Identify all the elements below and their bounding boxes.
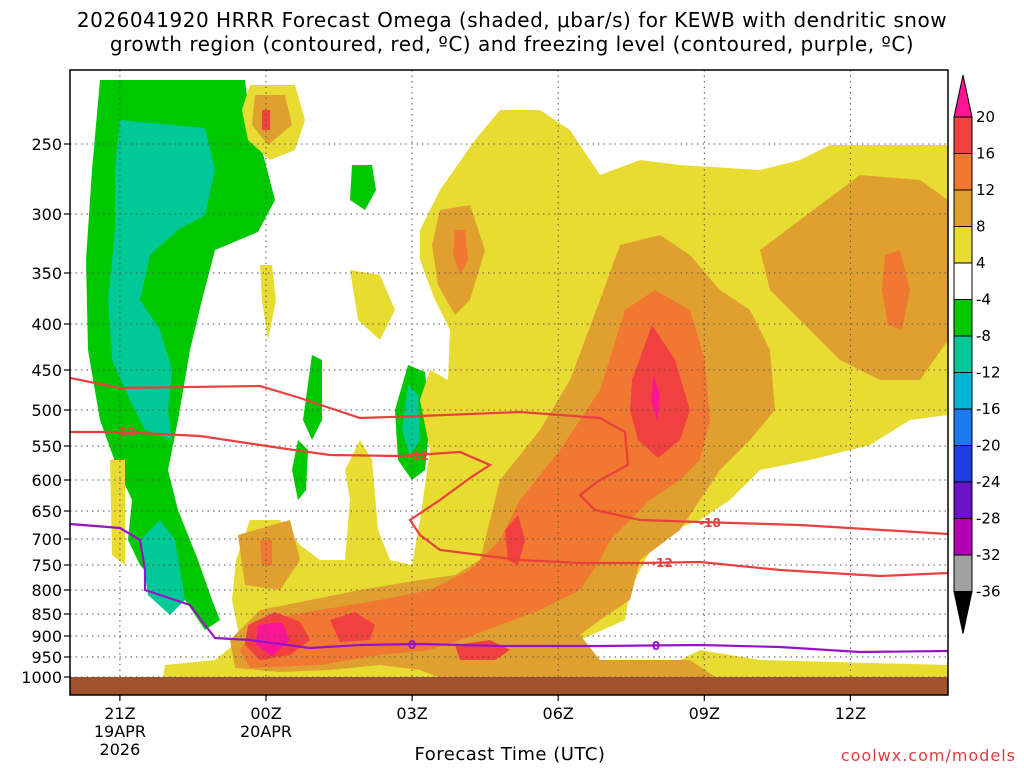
omega-lorange-top xyxy=(252,95,292,145)
colorbar-swatch xyxy=(953,554,973,592)
freezing-contour-label: 0 xyxy=(408,638,416,652)
omega-pink-main xyxy=(651,375,660,420)
y-tick-label: 550 xyxy=(31,437,62,456)
colorbar-label: 8 xyxy=(976,218,986,236)
omega-red-d xyxy=(330,612,375,642)
colorbar-label: 16 xyxy=(976,145,995,163)
colorbar-label: -28 xyxy=(976,510,1001,528)
x-tick-label: 03Z xyxy=(396,704,427,723)
y-tick-label: 1000 xyxy=(21,668,62,687)
dgz-contour-label: -18 xyxy=(699,516,721,530)
omega-shading xyxy=(70,80,948,695)
colorbar-swatch xyxy=(953,408,973,446)
colorbar-swatch xyxy=(953,116,973,154)
y-tick-label: 950 xyxy=(31,648,62,667)
colorbar-label: 20 xyxy=(976,108,995,126)
omega-teal-mid-d xyxy=(402,385,420,455)
y-tick-label: 900 xyxy=(31,627,62,646)
x-tick-date: 20APR xyxy=(240,722,292,741)
grid-lines xyxy=(70,70,948,678)
colorbar-swatch xyxy=(953,299,973,337)
y-tick-label: 850 xyxy=(31,605,62,624)
omega-green-mid-a xyxy=(350,165,376,210)
colorbar-swatch xyxy=(953,153,973,191)
x-tick-label: 09Z xyxy=(689,704,720,723)
colorbar-label: -20 xyxy=(976,437,1001,455)
colorbar-label: 12 xyxy=(976,181,995,199)
x-tick-date: 19APR xyxy=(94,722,146,741)
colorbar-swatch xyxy=(953,518,973,556)
contour-lines: -12 -12 -18 -12 0 0 xyxy=(70,376,948,654)
colorbar-legend: 20 16 12 8 4 -4 -8 -12 -16 -20 -24 -28 -32 -36 xyxy=(953,74,1001,634)
omega-yellow-small-c xyxy=(110,460,125,565)
y-tick-label: 700 xyxy=(31,530,62,549)
dgz-contour-label: -12 xyxy=(651,556,673,570)
y-tick-label: 450 xyxy=(31,361,62,380)
dgz-contour-upper xyxy=(70,376,948,536)
colorbar-arrow-top xyxy=(953,74,973,118)
colorbar-arrow-bottom xyxy=(953,591,973,634)
colorbar-swatch xyxy=(953,189,973,227)
y-tick-label: 400 xyxy=(31,315,62,334)
omega-orange-a xyxy=(453,230,468,275)
y-tick-label: 650 xyxy=(31,502,62,521)
omega-green-mid-b xyxy=(303,355,322,440)
colorbar-label: 4 xyxy=(976,254,986,272)
y-tick-label: 800 xyxy=(31,581,62,600)
plot-frame xyxy=(69,69,949,696)
colorbar-swatch xyxy=(953,445,973,483)
dgz-contour-label: -12 xyxy=(407,449,429,463)
title-line-1: 2026041920 HRRR Forecast Omega (shaded, … xyxy=(76,8,948,32)
colorbar-swatch xyxy=(953,226,973,264)
x-tick-label: 00Z xyxy=(250,704,281,723)
colorbar-label: -16 xyxy=(976,400,1001,418)
colorbar-swatch xyxy=(953,372,973,410)
omega-yellow-main xyxy=(160,110,948,695)
credit-text: coolwx.com/models xyxy=(840,746,1016,765)
colorbar-label: -32 xyxy=(976,546,1001,564)
ground-surface xyxy=(70,677,948,695)
x-axis-label: Forecast Time (UTC) xyxy=(414,744,606,765)
chart-title: 2026041920 HRRR Forecast Omega (shaded, … xyxy=(0,8,1024,56)
y-tick-label: 750 xyxy=(31,556,62,575)
omega-green-mid-c xyxy=(292,440,308,500)
x-tick-label: 12Z xyxy=(835,704,866,723)
omega-red-b xyxy=(505,515,525,565)
colorbar-label: -24 xyxy=(976,473,1001,491)
omega-red-main xyxy=(630,325,690,458)
omega-yellow-small-a xyxy=(260,265,276,340)
y-axis-ticks: 250 300 350 400 450 500 550 600 650 700 750 800 850 9… xyxy=(21,135,70,687)
dgz-contour-label: -12 xyxy=(114,425,136,439)
freezing-level-contour xyxy=(70,522,948,654)
colorbar-swatch xyxy=(953,481,973,519)
title-line-2: growth region (contoured, red, ºC) and f… xyxy=(109,32,915,56)
y-tick-label: 250 xyxy=(31,135,62,154)
colorbar-label: -4 xyxy=(976,291,991,309)
y-tick-label: 350 xyxy=(31,264,62,283)
x-tick-label: 06Z xyxy=(543,704,574,723)
y-tick-label: 300 xyxy=(31,205,62,224)
omega-orange-low xyxy=(260,540,272,565)
omega-teal-left xyxy=(108,120,215,440)
x-tick-year: 2026 xyxy=(100,740,141,759)
colorbar-label: -8 xyxy=(976,327,991,345)
y-tick-label: 600 xyxy=(31,471,62,490)
x-tick-label: 21Z xyxy=(104,704,135,723)
dgz-contour-lower xyxy=(70,430,948,578)
colorbar-swatch xyxy=(953,262,973,300)
colorbar-label: -36 xyxy=(976,583,1001,601)
omega-pink-low xyxy=(256,622,290,656)
omega-orange-right xyxy=(882,250,910,330)
colorbar-swatch xyxy=(953,335,973,373)
freezing-contour-label: 0 xyxy=(652,639,660,653)
y-tick-label: 500 xyxy=(31,401,62,420)
colorbar-label: -12 xyxy=(976,364,1001,382)
omega-yellow-small-b xyxy=(350,270,395,340)
